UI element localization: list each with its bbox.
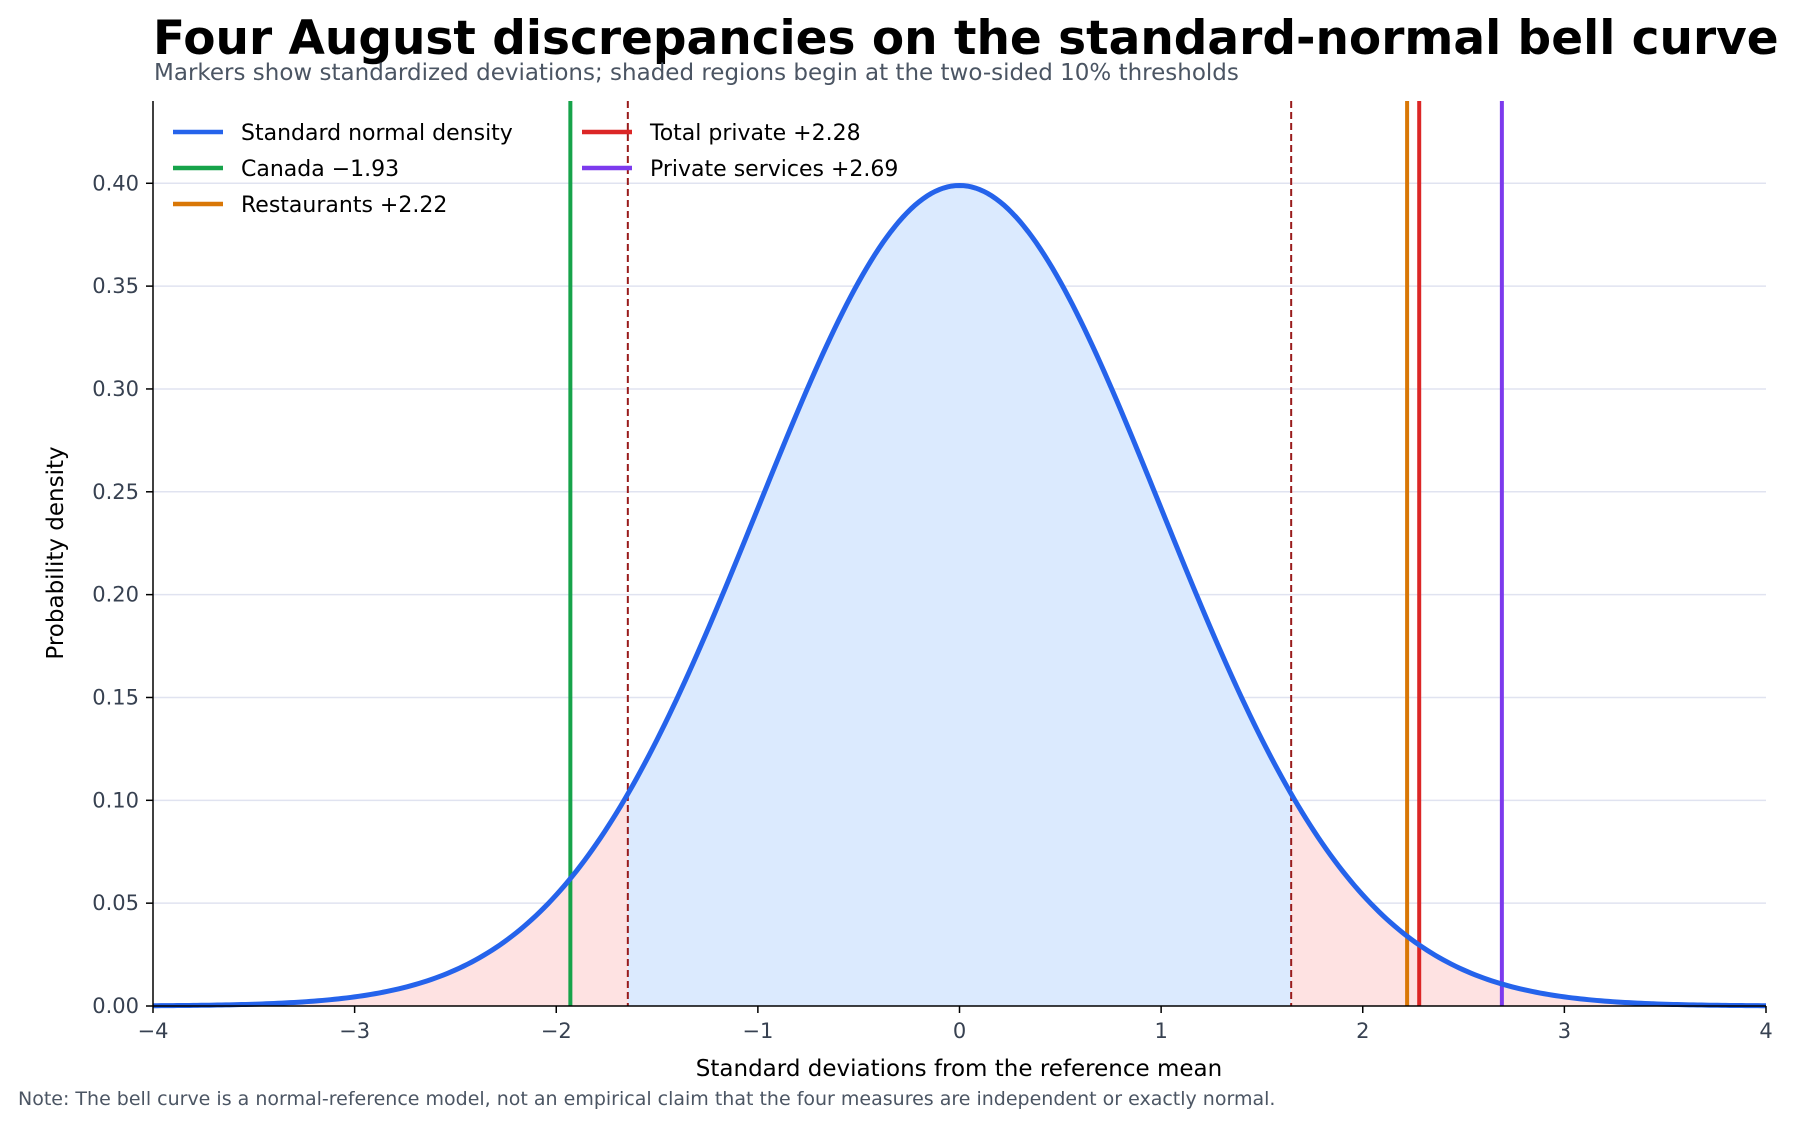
legend-item: Restaurants +2.22 bbox=[173, 193, 447, 218]
x-tick-label: −4 bbox=[138, 1019, 169, 1043]
y-tick-label: 0.35 bbox=[92, 274, 139, 298]
right-tail-region bbox=[1291, 793, 1766, 1006]
x-tick-label: −1 bbox=[742, 1019, 773, 1043]
x-ticks: −4 −3 −2 −1 0 1 2 3 4 bbox=[138, 1006, 1773, 1043]
x-tick-label: 0 bbox=[953, 1019, 966, 1043]
shaded-regions bbox=[153, 185, 1766, 1006]
center-region bbox=[627, 185, 1292, 1006]
x-tick-label: −3 bbox=[339, 1019, 370, 1043]
threshold-lines bbox=[626, 101, 1293, 1006]
y-tick-label: 0.05 bbox=[92, 891, 139, 915]
legend-item: Total private +2.28 bbox=[582, 121, 861, 146]
y-tick-label: 0.25 bbox=[92, 480, 139, 504]
legend-item: Private services +2.69 bbox=[582, 157, 898, 182]
y-tick-label: 0.20 bbox=[92, 583, 139, 607]
legend-label: Private services +2.69 bbox=[650, 157, 898, 182]
footnote: Note: The bell curve is a normal-referen… bbox=[18, 1088, 1275, 1110]
y-axis-label: Probability density bbox=[43, 446, 69, 659]
y-tick-label: 0.30 bbox=[92, 377, 139, 401]
x-tick-label: 4 bbox=[1759, 1019, 1772, 1043]
y-tick-label: 0.00 bbox=[92, 994, 139, 1018]
density-curve bbox=[152, 182, 1767, 1009]
y-ticks: 0.00 0.05 0.10 0.15 0.20 0.25 0.30 0.35 0.40 bbox=[92, 171, 153, 1018]
y-tick-label: 0.10 bbox=[92, 788, 139, 812]
y-tick-label: 0.40 bbox=[92, 171, 139, 195]
legend-item: Standard normal density bbox=[173, 121, 513, 146]
x-tick-label: 3 bbox=[1558, 1019, 1571, 1043]
x-tick-label: 2 bbox=[1356, 1019, 1369, 1043]
legend-label: Canada −1.93 bbox=[241, 157, 399, 182]
legend-label: Restaurants +2.22 bbox=[241, 193, 447, 218]
legend-label: Total private +2.28 bbox=[649, 121, 861, 146]
left-tail-region bbox=[153, 793, 628, 1006]
x-tick-label: 1 bbox=[1154, 1019, 1167, 1043]
x-axis-label: Standard deviations from the reference m… bbox=[696, 1056, 1222, 1082]
legend-label: Standard normal density bbox=[241, 121, 513, 146]
legend-item: Canada −1.93 bbox=[173, 157, 399, 182]
legend: Standard normal density Canada −1.93 Resta… bbox=[173, 121, 898, 218]
chart-title: Four August discrepancies on the standar… bbox=[153, 11, 1779, 66]
chart-subtitle: Markers show standardized deviations; sh… bbox=[154, 60, 1239, 86]
marker-lines bbox=[568, 101, 1504, 1006]
y-tick-label: 0.15 bbox=[92, 685, 139, 709]
x-tick-label: −2 bbox=[541, 1019, 572, 1043]
